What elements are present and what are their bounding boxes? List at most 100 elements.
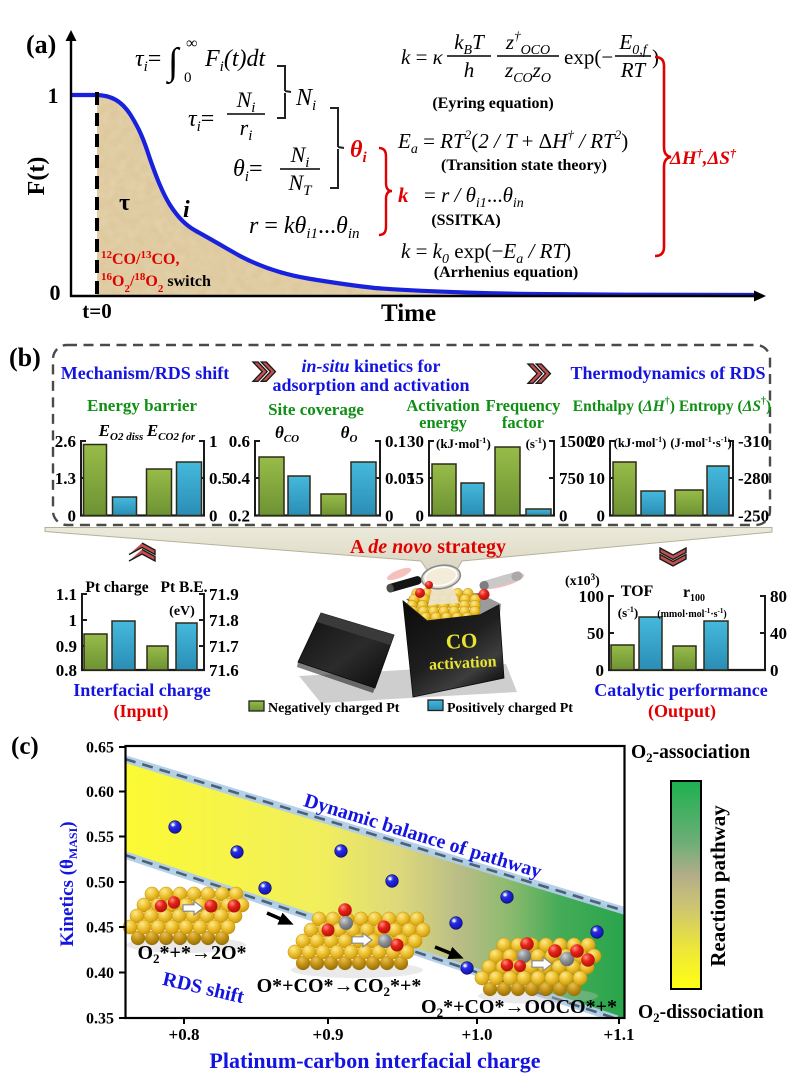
svg-text:RT: RT — [620, 58, 647, 82]
svg-text:0.4: 0.4 — [229, 469, 251, 488]
svg-text:+0.8: +0.8 — [169, 1025, 200, 1044]
svg-text:Ni: Ni — [290, 142, 310, 171]
svg-text:Positively charged Pt: Positively charged Pt — [447, 701, 573, 716]
svg-text:(Input): (Input) — [113, 701, 168, 722]
svg-text:t=0: t=0 — [82, 299, 111, 323]
svg-text:0: 0 — [416, 507, 425, 526]
svg-text:Pt B.E.: Pt B.E. — [161, 579, 208, 596]
svg-text:CO: CO — [445, 628, 478, 654]
svg-text:τi=: τi= — [135, 46, 161, 75]
svg-text:15: 15 — [407, 469, 424, 488]
svg-text:0: 0 — [184, 70, 192, 86]
svg-text:Catalytic performance: Catalytic performance — [594, 680, 767, 700]
svg-text:+1.1: +1.1 — [604, 1025, 635, 1044]
svg-text:Negatively charged Pt: Negatively charged Pt — [268, 701, 400, 716]
svg-text:ΔH†,ΔS†: ΔH†,ΔS† — [669, 146, 737, 169]
svg-text:0: 0 — [209, 507, 218, 526]
svg-text:O2*+*→2O*: O2*+*→2O* — [137, 942, 246, 966]
svg-text:1: 1 — [209, 432, 218, 451]
svg-text:-250: -250 — [738, 507, 769, 526]
svg-text:0.05: 0.05 — [385, 469, 415, 488]
svg-text:80: 80 — [770, 587, 787, 606]
svg-text:0: 0 — [385, 507, 394, 526]
svg-text:(Arrhenius equation): (Arrhenius equation) — [434, 264, 578, 281]
svg-text:exp(−: exp(− — [564, 45, 613, 69]
svg-text:(kJ·mol-1): (kJ·mol-1) — [436, 435, 491, 451]
svg-text:71.8: 71.8 — [209, 611, 239, 630]
svg-text:1.1: 1.1 — [56, 585, 77, 604]
svg-text:(Eyring equation): (Eyring equation) — [432, 95, 553, 112]
svg-text:θi=: θi= — [233, 156, 263, 185]
svg-text:adsorption and activation: adsorption and activation — [272, 375, 469, 395]
svg-text:0.60: 0.60 — [86, 784, 114, 801]
svg-text:0.1: 0.1 — [385, 432, 406, 451]
svg-text:(x103): (x103) — [565, 572, 600, 589]
svg-text:0.6: 0.6 — [229, 432, 250, 451]
svg-text:k: k — [398, 183, 409, 207]
svg-text:Reaction pathway: Reaction pathway — [706, 805, 730, 967]
svg-text:0.35: 0.35 — [86, 1011, 114, 1028]
svg-text:0.55: 0.55 — [86, 829, 114, 846]
svg-text:0: 0 — [68, 507, 77, 526]
svg-text:Interfacial charge: Interfacial charge — [73, 680, 210, 700]
svg-text:(b): (b) — [9, 343, 41, 372]
svg-text:O2-dissociation: O2-dissociation — [638, 1002, 764, 1025]
svg-text:0.45: 0.45 — [86, 920, 114, 937]
svg-text:-310: -310 — [738, 432, 769, 451]
svg-text:-280: -280 — [738, 469, 769, 488]
svg-text:Mechanism/RDS shift: Mechanism/RDS shift — [61, 363, 230, 383]
svg-text:1: 1 — [48, 83, 59, 108]
svg-text:∞: ∞ — [186, 35, 197, 52]
svg-text:Time: Time — [381, 300, 436, 327]
svg-text:(a): (a) — [26, 30, 56, 59]
svg-text:20: 20 — [588, 432, 605, 451]
svg-text:(Output): (Output) — [648, 701, 716, 722]
svg-text:2.6: 2.6 — [55, 432, 76, 451]
svg-text:Platinum-carbon interfacial ch: Platinum-carbon interfacial charge — [209, 1048, 540, 1073]
svg-text:k = k0 exp(−Ea / RT): k = k0 exp(−Ea / RT) — [401, 239, 571, 267]
svg-text:in-situ kinetics for: in-situ kinetics for — [301, 356, 440, 376]
svg-text:factor: factor — [502, 413, 544, 432]
svg-text:0.5: 0.5 — [209, 469, 230, 488]
svg-text:Energy barrier: Energy barrier — [87, 396, 197, 415]
svg-text:(mmol·mol-1·s-1): (mmol·mol-1·s-1) — [657, 607, 726, 620]
svg-text:h: h — [464, 58, 475, 82]
svg-text:0.8: 0.8 — [56, 661, 77, 680]
svg-text:40: 40 — [770, 624, 787, 643]
svg-text:+1.0: +1.0 — [462, 1025, 493, 1044]
svg-text:1500: 1500 — [559, 432, 593, 451]
svg-text:(Transition state theory): (Transition state theory) — [441, 157, 607, 174]
svg-text:Activation: Activation — [406, 396, 479, 415]
svg-text:0.9: 0.9 — [56, 637, 77, 656]
svg-text:0: 0 — [597, 507, 606, 526]
svg-text:(kJ·mol-1): (kJ·mol-1) — [614, 435, 667, 450]
svg-text:τi=: τi= — [188, 106, 214, 135]
svg-text:Fi(t)dt: Fi(t)dt — [204, 46, 266, 75]
svg-text:(s-1): (s-1) — [526, 435, 547, 451]
svg-text:(c): (c) — [11, 733, 39, 760]
svg-text:750: 750 — [559, 469, 585, 488]
svg-text:0.65: 0.65 — [86, 740, 114, 757]
svg-text:1: 1 — [69, 611, 78, 630]
svg-text:k = κ: k = κ — [401, 45, 444, 69]
svg-text:0.40: 0.40 — [86, 965, 114, 982]
svg-text:0: 0 — [770, 661, 779, 680]
svg-text:(J·mol-1·s-1): (J·mol-1·s-1) — [670, 435, 731, 450]
svg-text:Ni: Ni — [295, 85, 316, 114]
svg-text:10: 10 — [588, 469, 605, 488]
svg-text:0.50: 0.50 — [86, 875, 114, 892]
svg-text:0: 0 — [50, 280, 61, 305]
svg-text:(s-1): (s-1) — [618, 605, 638, 620]
svg-text:Site coverage: Site coverage — [268, 400, 364, 419]
svg-text:0.2: 0.2 — [229, 507, 250, 526]
svg-text:(eV): (eV) — [169, 604, 195, 619]
svg-text:50: 50 — [587, 624, 604, 643]
svg-text:i: i — [183, 197, 190, 223]
svg-text:TOF: TOF — [621, 583, 654, 600]
svg-text:O2*+CO*→OOCO*+*: O2*+CO*→OOCO*+* — [421, 996, 617, 1020]
svg-text:100: 100 — [579, 587, 605, 606]
svg-text:Ea = RT2(2 / T + ΔH† / RT2): Ea = RT2(2 / T + ΔH† / RT2) — [397, 127, 628, 157]
svg-text:+0.9: +0.9 — [313, 1025, 344, 1044]
svg-text:0: 0 — [596, 661, 605, 680]
svg-text:1.3: 1.3 — [55, 469, 76, 488]
